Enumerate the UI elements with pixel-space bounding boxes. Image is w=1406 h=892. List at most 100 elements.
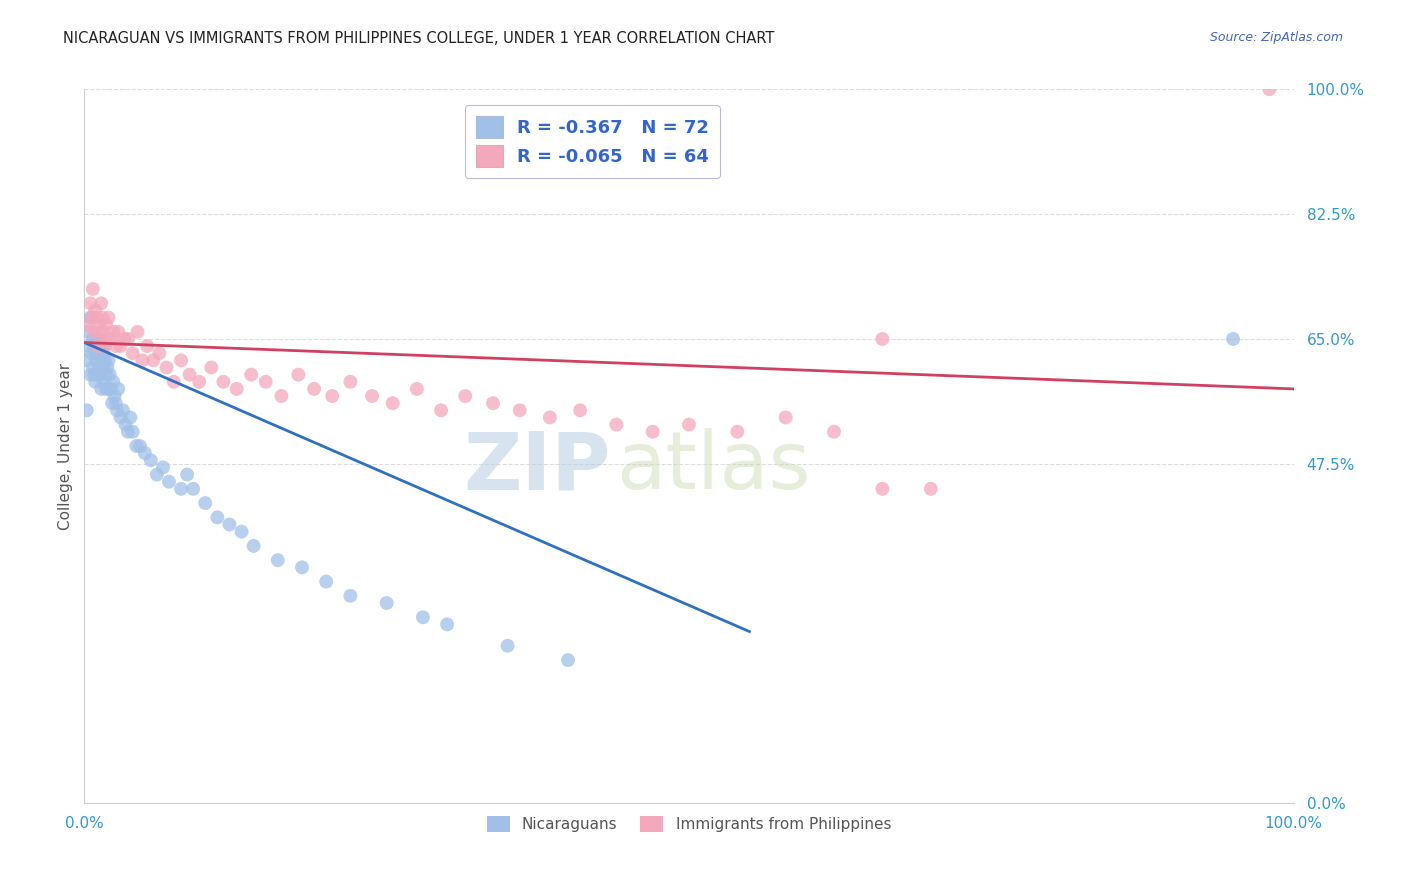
Point bbox=[157, 475, 180, 489]
Point bbox=[91, 360, 114, 375]
Point bbox=[80, 346, 103, 360]
Legend: Nicaraguans, Immigrants from Philippines: Nicaraguans, Immigrants from Philippines bbox=[481, 810, 897, 838]
Point bbox=[76, 403, 98, 417]
Point bbox=[96, 332, 118, 346]
Point bbox=[641, 425, 664, 439]
Point bbox=[80, 310, 103, 325]
Point bbox=[321, 389, 343, 403]
Point bbox=[155, 360, 177, 375]
Point bbox=[84, 303, 107, 318]
Point bbox=[83, 339, 105, 353]
Point bbox=[77, 318, 100, 332]
Point bbox=[91, 310, 114, 325]
Point bbox=[97, 382, 120, 396]
Point bbox=[179, 368, 201, 382]
Point bbox=[920, 482, 942, 496]
Point bbox=[94, 339, 117, 353]
Point bbox=[87, 332, 110, 346]
Point bbox=[240, 368, 263, 382]
Point bbox=[91, 339, 114, 353]
Point bbox=[176, 467, 198, 482]
Point bbox=[406, 382, 429, 396]
Point bbox=[291, 560, 314, 574]
Point bbox=[181, 482, 204, 496]
Point bbox=[82, 360, 104, 375]
Point bbox=[569, 403, 592, 417]
Point bbox=[242, 539, 264, 553]
Point bbox=[163, 375, 186, 389]
Point bbox=[100, 382, 122, 396]
Point bbox=[225, 382, 247, 396]
Point bbox=[339, 589, 361, 603]
Point bbox=[139, 453, 162, 467]
Point bbox=[101, 396, 124, 410]
Point bbox=[90, 353, 112, 368]
Point bbox=[90, 382, 112, 396]
Point bbox=[86, 346, 108, 360]
Point bbox=[872, 332, 894, 346]
Point bbox=[82, 282, 104, 296]
Point bbox=[287, 368, 309, 382]
Point bbox=[96, 360, 118, 375]
Point bbox=[76, 353, 98, 368]
Point bbox=[87, 360, 110, 375]
Point bbox=[98, 368, 121, 382]
Point bbox=[142, 353, 165, 368]
Y-axis label: College, Under 1 year: College, Under 1 year bbox=[58, 362, 73, 530]
Point bbox=[93, 375, 115, 389]
Point bbox=[207, 510, 229, 524]
Point bbox=[1258, 82, 1281, 96]
Point bbox=[104, 389, 127, 403]
Point bbox=[436, 617, 458, 632]
Point bbox=[117, 332, 139, 346]
Point bbox=[315, 574, 337, 589]
Point bbox=[146, 467, 169, 482]
Point bbox=[1222, 332, 1244, 346]
Point bbox=[86, 353, 108, 368]
Point bbox=[231, 524, 253, 539]
Point bbox=[134, 446, 156, 460]
Point bbox=[678, 417, 700, 432]
Point bbox=[121, 425, 143, 439]
Point bbox=[93, 346, 115, 360]
Point bbox=[152, 460, 174, 475]
Point bbox=[104, 396, 127, 410]
Point bbox=[112, 332, 135, 346]
Point bbox=[170, 482, 193, 496]
Point bbox=[381, 396, 404, 410]
Point bbox=[361, 389, 384, 403]
Point bbox=[103, 375, 125, 389]
Point bbox=[218, 517, 240, 532]
Point bbox=[104, 339, 127, 353]
Point bbox=[212, 375, 235, 389]
Point bbox=[86, 310, 108, 325]
Point bbox=[89, 325, 111, 339]
Point bbox=[605, 417, 627, 432]
Point bbox=[112, 403, 135, 417]
Point bbox=[496, 639, 519, 653]
Point bbox=[267, 553, 290, 567]
Point bbox=[454, 389, 477, 403]
Point bbox=[482, 396, 505, 410]
Point bbox=[110, 339, 132, 353]
Point bbox=[107, 382, 129, 396]
Point bbox=[107, 325, 129, 339]
Point bbox=[538, 410, 561, 425]
Point bbox=[90, 296, 112, 310]
Point bbox=[872, 482, 894, 496]
Text: Source: ZipAtlas.com: Source: ZipAtlas.com bbox=[1209, 31, 1343, 45]
Point bbox=[200, 360, 222, 375]
Point bbox=[86, 332, 108, 346]
Point bbox=[97, 310, 120, 325]
Point bbox=[84, 375, 107, 389]
Point bbox=[127, 325, 149, 339]
Point bbox=[100, 332, 122, 346]
Point bbox=[105, 403, 128, 417]
Point bbox=[117, 425, 139, 439]
Point bbox=[136, 339, 159, 353]
Point bbox=[83, 368, 105, 382]
Point bbox=[94, 318, 117, 332]
Text: ZIP: ZIP bbox=[463, 428, 610, 507]
Point bbox=[77, 325, 100, 339]
Point bbox=[188, 375, 211, 389]
